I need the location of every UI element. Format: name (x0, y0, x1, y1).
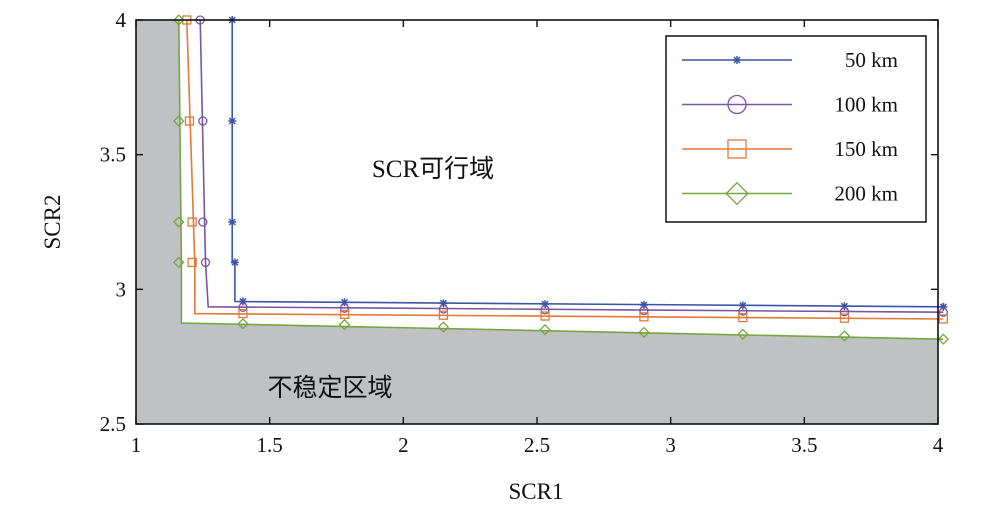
series-3-point-1 (173, 115, 185, 127)
series-1 (195, 15, 948, 317)
series-2-point-5 (339, 309, 350, 320)
series-3 (173, 14, 950, 345)
y-tick-label: 2.5 (100, 412, 126, 436)
legend-item-1: 100 km (682, 93, 898, 117)
series-1-point-10 (839, 307, 850, 317)
y-tick-label: 3.5 (100, 143, 126, 167)
legend-label: 150 km (834, 137, 898, 161)
series-1-point-7 (540, 305, 550, 315)
series-2-point-7 (540, 311, 550, 321)
series-1-point-6 (438, 304, 449, 314)
series-2-point-3 (187, 257, 197, 268)
series-line-1 (199, 19, 944, 313)
series-layer (173, 14, 950, 345)
series-3-point-10 (838, 330, 851, 342)
series-2-point-9 (738, 312, 748, 323)
x-tick-label: 1 (131, 433, 142, 457)
unstable-region-label: 不稳定区域 (267, 374, 392, 402)
feasible-region-label: SCR可行域 (372, 155, 494, 183)
series-0-point-1 (228, 117, 237, 125)
legend-marker-0 (733, 56, 741, 64)
x-tick-label: 3.5 (791, 433, 817, 457)
series-2-point-8 (639, 312, 649, 322)
legend-marker-3 (725, 181, 749, 206)
series-line-3 (178, 19, 944, 340)
series-3-point-11 (937, 333, 950, 345)
legend-marker-2 (727, 139, 747, 159)
series-line-2 (186, 19, 944, 320)
legend: 50 km 100 km 150 km 200 km (665, 35, 927, 223)
legend-box (665, 35, 927, 223)
series-2-point-2 (187, 217, 197, 227)
series-1-point-2 (198, 217, 208, 227)
series-1-point-4 (238, 302, 248, 313)
series-1-point-1 (198, 116, 208, 126)
series-3-point-9 (737, 328, 749, 341)
series-1-point-8 (639, 305, 649, 316)
tick-layer: 1 1.5 2 2.5 3 3.5 4 2.5 3 3.5 4 (100, 8, 944, 457)
x-tick-label: 2 (398, 433, 409, 457)
series-1-point-9 (738, 306, 748, 316)
x-tick-label: 1.5 (257, 433, 283, 457)
legend-label: 100 km (834, 93, 898, 117)
legend-label: 50 km (845, 48, 898, 72)
series-0-point-3 (230, 258, 239, 267)
legend-marker-1 (727, 94, 747, 115)
series-0 (228, 16, 948, 311)
series-0-point-2 (228, 218, 237, 226)
y-axis-label: SCR2 (40, 195, 65, 250)
series-3-point-8 (638, 326, 650, 339)
series-3-point-0 (173, 14, 185, 26)
series-3-point-7 (539, 324, 551, 336)
x-tick-label: 3 (665, 433, 676, 457)
series-2-point-11 (938, 314, 948, 324)
series-1-point-3 (200, 257, 211, 268)
series-3-point-2 (173, 216, 185, 228)
plot-layer (136, 20, 944, 424)
series-3-point-3 (173, 256, 185, 269)
series-1-point-5 (339, 303, 350, 313)
y-tick-label: 4 (116, 8, 127, 32)
series-3-point-4 (237, 318, 249, 330)
x-axis-label: SCR1 (509, 479, 564, 504)
legend-item-0: 50 km (682, 48, 898, 72)
series-2-point-4 (238, 308, 248, 319)
series-2-point-1 (184, 116, 195, 126)
series-1-point-11 (938, 307, 948, 317)
legend-item-2: 150 km (682, 137, 898, 161)
series-3-point-6 (437, 321, 450, 333)
x-tick-label: 4 (933, 433, 944, 457)
x-tick-label: 2.5 (524, 433, 550, 457)
series-2-point-10 (839, 313, 850, 323)
y-tick-label: 3 (116, 277, 127, 301)
series-3-point-5 (338, 318, 351, 331)
legend-label: 200 km (834, 182, 898, 206)
legend-item-3: 200 km (682, 182, 898, 206)
series-2-point-6 (438, 310, 449, 320)
unstable-region (136, 20, 944, 424)
